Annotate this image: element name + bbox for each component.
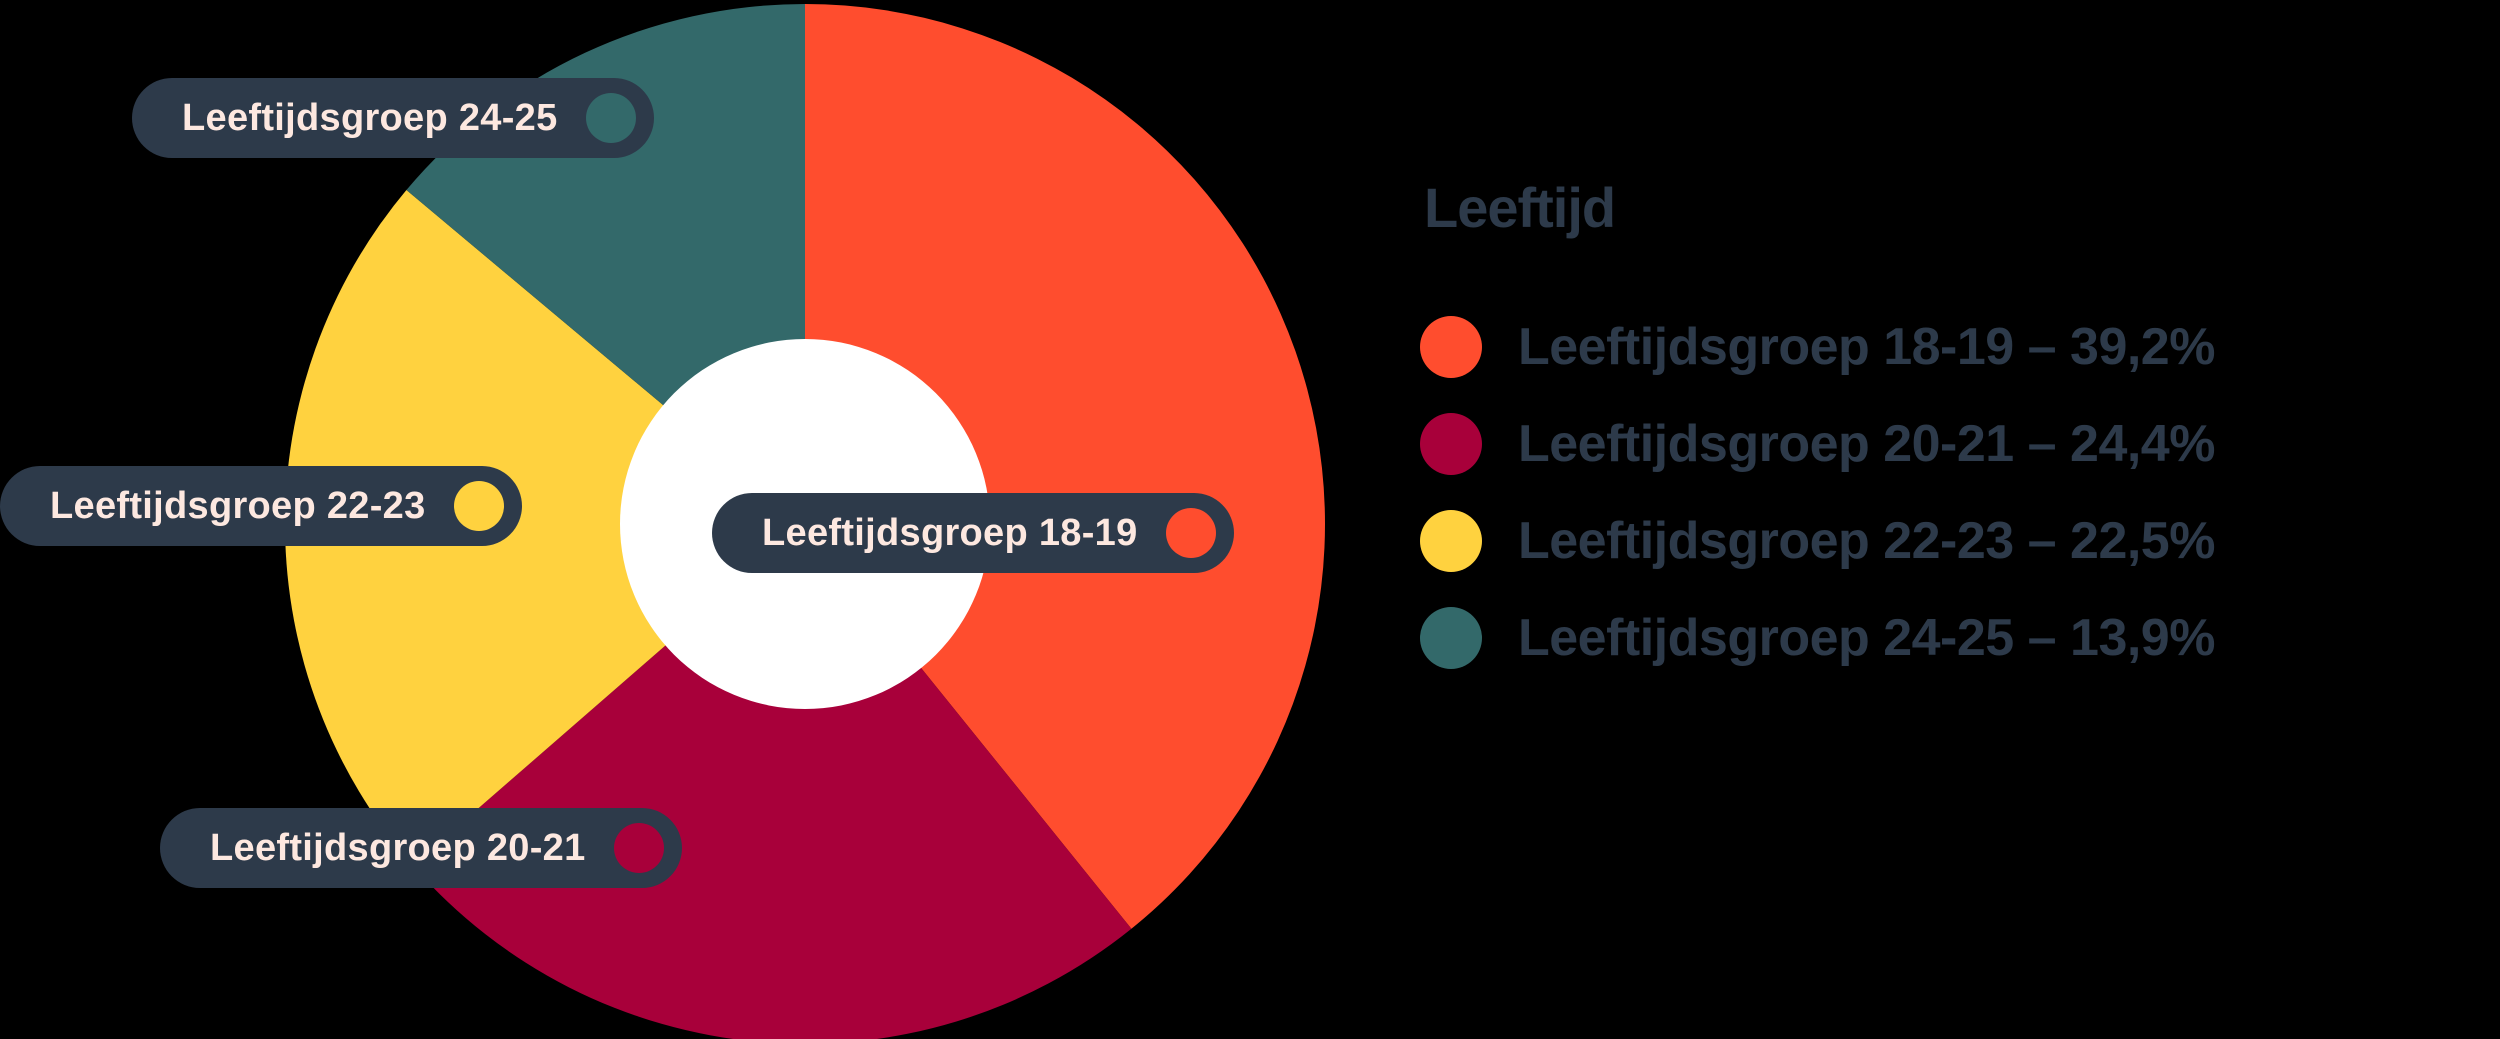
pie-slice-20-21 xyxy=(412,524,1132,1039)
slice-label-20-21: Leeftijdsgroep 20-21 xyxy=(160,808,682,888)
slice-label-text: Leeftijdsgroep 22-23 xyxy=(50,484,426,527)
legend-item: Leeftijdsgroep 18-19 – 39,2% xyxy=(1420,298,2215,395)
legend-item: Leeftijdsgroep 24-25 – 13,9% xyxy=(1420,589,2215,686)
legend-color-dot xyxy=(1420,315,1482,378)
slice-color-dot xyxy=(585,93,636,143)
legend-color-dot xyxy=(1420,606,1482,669)
slice-label-18-19: Leeftijdsgroep 18-19 xyxy=(712,493,1234,573)
legend-label: Leeftijdsgroep 24-25 – 13,9% xyxy=(1518,608,2215,667)
slice-label-22-23: Leeftijdsgroep 22-23 xyxy=(0,466,522,546)
legend-color-dot xyxy=(1420,509,1482,572)
slice-label-24-25: Leeftijdsgroep 24-25 xyxy=(132,78,654,158)
chart-legend: Leeftijd Leeftijdsgroep 18-19 – 39,2% Le… xyxy=(1420,175,2215,686)
legend-label: Leeftijdsgroep 18-19 – 39,2% xyxy=(1518,317,2215,376)
legend-item: Leeftijdsgroep 22-23 – 22,5% xyxy=(1420,492,2215,589)
pie-slice-22-23 xyxy=(284,190,805,866)
slice-color-dot xyxy=(453,481,504,531)
legend-title: Leeftijd xyxy=(1424,176,1616,239)
legend-label: Leeftijdsgroep 22-23 – 22,5% xyxy=(1518,511,2215,570)
pie-slice-18-19 xyxy=(805,4,1325,929)
legend-item: Leeftijdsgroep 20-21 – 24,4% xyxy=(1420,395,2215,492)
legend-color-dot xyxy=(1420,412,1482,475)
legend-label: Leeftijdsgroep 20-21 – 24,4% xyxy=(1518,414,2215,473)
slice-color-dot xyxy=(613,823,664,873)
slice-label-text: Leeftijdsgroep 18-19 xyxy=(762,511,1138,554)
slice-color-dot xyxy=(1165,508,1216,558)
slice-label-text: Leeftijdsgroep 20-21 xyxy=(210,826,586,869)
donut-chart xyxy=(284,4,1325,1039)
slice-label-text: Leeftijdsgroep 24-25 xyxy=(182,96,558,139)
